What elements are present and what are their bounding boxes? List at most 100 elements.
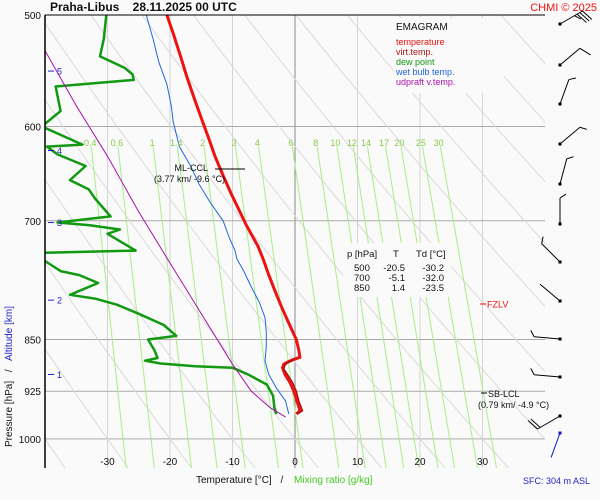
wind-barb (558, 193, 567, 226)
y-tick-label: 700 (24, 217, 41, 228)
chart-title: Praha-Libus 28.11.2025 00 UTC (50, 0, 237, 14)
wind-barb-flag (574, 15, 582, 20)
table-header: Td [°C] (416, 249, 446, 260)
table-cell: 1.4 (392, 283, 405, 294)
dry-adiabat (90, 15, 446, 468)
wind-barb (558, 47, 591, 67)
mixing-ratio-line (316, 146, 366, 468)
legend-item: wet bulb temp. (395, 67, 455, 77)
dry-adiabat (45, 22, 383, 468)
wind-barb-flag (579, 47, 591, 56)
mixing-ratio-label: 1 (150, 138, 155, 148)
x-tick-label: -20 (163, 457, 178, 468)
table-header: T (393, 249, 399, 260)
wind-barb (558, 10, 593, 26)
altitude-tick-label: 4 (57, 146, 62, 156)
wind-barb (558, 156, 574, 186)
mixing-ratio-label: 0.4 (84, 138, 97, 148)
x-axis-label: Temperature [°C] / Mixing ratio [g/kg] (196, 475, 373, 486)
wind-barb-flag (582, 10, 593, 20)
wind-barb (530, 330, 562, 341)
wind-barb (539, 283, 562, 303)
x-axis-label-mixing: Mixing ratio [g/kg] (294, 475, 373, 486)
mixing-ratio-line (152, 146, 192, 468)
series-dew-point (45, 15, 278, 415)
ml-ccl-detail: (3.77 km/ -9.6 °C) (154, 174, 225, 184)
sb-lcl-detail: (0.79 km/ -4.9 °C) (478, 400, 549, 410)
wind-barb-flag (566, 156, 574, 160)
fzlv-label: FZLV (487, 299, 508, 309)
mixing-ratio-line (336, 146, 387, 468)
wind-barb-staff (559, 126, 581, 145)
wind-barb-staff (559, 158, 568, 185)
mixing-ratio-line (385, 146, 439, 468)
legend-box (394, 18, 504, 93)
series-temperature (165, 15, 302, 416)
table-cell: 700 (354, 273, 370, 284)
mixing-ratio-line (291, 146, 340, 468)
mixing-ratio-label: 14 (361, 138, 371, 148)
table-cell: -32.0 (422, 273, 444, 284)
dry-adiabat (346, 15, 545, 244)
mixing-ratio-label: 8 (313, 138, 318, 148)
mixing-ratio-label: 0.6 (111, 138, 124, 148)
x-tick-label: 20 (414, 457, 426, 468)
mixing-ratio-line (366, 146, 420, 468)
frame (44, 14, 545, 468)
mixing-ratio-line (117, 146, 155, 468)
wind-barb-flag (530, 418, 541, 428)
x-axis-label-temperature: Temperature [°C] (196, 475, 272, 486)
y-tick-label: 500 (24, 11, 41, 22)
mixing-ratio-label: 1.4 (170, 138, 183, 148)
dry-adiabat (45, 348, 129, 468)
mixing-ratio-line (203, 146, 246, 468)
altitude-tick-label: 1 (57, 370, 62, 380)
ml-ccl-label: ML-CCL (174, 163, 208, 173)
x-tick-label: 10 (352, 457, 364, 468)
table-cell: -23.5 (422, 283, 444, 294)
legend-title: EMAGRAM (396, 22, 448, 33)
dry-adiabat (552, 15, 600, 469)
legend-item: virt.temp. (396, 47, 433, 57)
mixing-ratio-line (422, 146, 478, 468)
mixing-ratio-label: 30 (434, 138, 444, 148)
legend-item: dew point (396, 57, 435, 67)
labels: -30 -20 -10 0 10 20 30500600700850925100054321… (19, 11, 549, 468)
wind-barb-flag (579, 126, 587, 130)
wind-barb (550, 431, 562, 458)
y-tick-label: 925 (24, 387, 41, 398)
dry-adiabat (398, 15, 545, 183)
table-header: p [hPa] (347, 249, 377, 260)
table-cell: -20.5 (383, 263, 405, 274)
series-udpraft-v-temp- (45, 50, 286, 418)
wind-barb-flag (541, 236, 544, 244)
mixing-ratio-label: 25 (416, 138, 426, 148)
x-axis-label-sep: / (280, 475, 283, 486)
series-wet-bulb-temp- (145, 15, 290, 415)
copyright: CHMI © 2025 (530, 2, 597, 14)
wind-barb-staff (541, 243, 561, 263)
wind-barb-flag (579, 12, 590, 22)
x-tick-label: -10 (225, 457, 240, 468)
table-cell: 500 (354, 263, 370, 274)
surface-label: SFC: 304 m ASL (523, 476, 590, 486)
values-table: p [hPa] T Td [°C] 500 -20.5 -30.2 700 -5.1 -32.0… (347, 249, 446, 294)
y-tick-label: 850 (24, 336, 41, 347)
mixing-ratio-line (439, 146, 498, 468)
mixing-ratio-label: 12 (347, 138, 357, 148)
y-axis-label-altitude: Altitude [km] (4, 306, 15, 361)
x-tick-label: 0 (292, 457, 298, 468)
wind-barb (541, 236, 562, 264)
dry-adiabat (449, 15, 545, 123)
mixing-ratio-label: 10 (330, 138, 340, 148)
mixing-ratio-label: 17 (379, 138, 389, 148)
y-axis-label: Pressure [hPa] / Altitude [km] (4, 306, 15, 447)
legend-item: temperature (396, 37, 445, 47)
x-tick-label: -30 (100, 457, 115, 468)
y-axis-label-sep: / (4, 369, 15, 372)
wind-barb-staff (559, 79, 570, 105)
mixing-ratio-line (234, 146, 279, 468)
altitude-tick-label: 5 (57, 67, 62, 77)
